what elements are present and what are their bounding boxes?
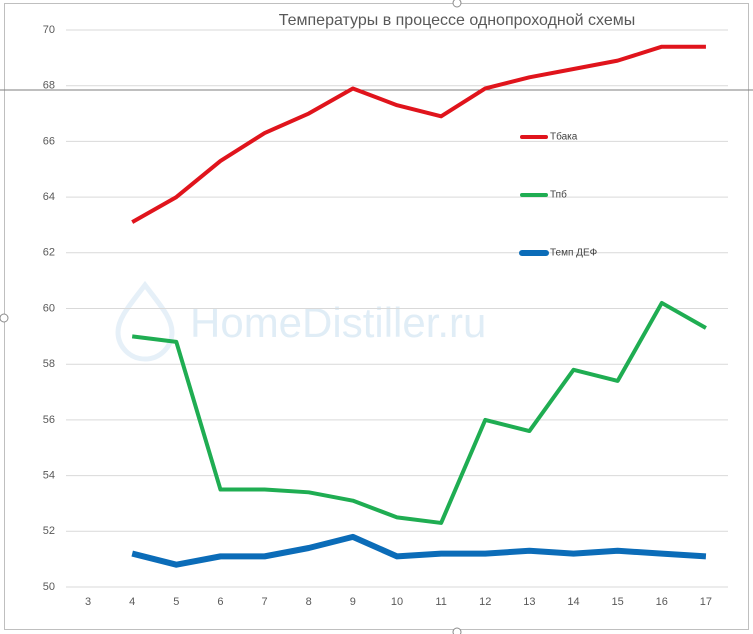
x-tick-label: 7 (262, 596, 268, 608)
x-tick-label: 10 (391, 596, 403, 608)
x-tick-label: 8 (306, 596, 312, 608)
x-tick-label: 3 (85, 596, 91, 608)
resize-handle[interactable] (0, 313, 9, 323)
series-line (131, 300, 707, 525)
series-line (131, 44, 706, 224)
y-tick-label: 58 (43, 358, 55, 370)
x-tick-label: 17 (700, 596, 712, 608)
chart-title: Температуры в процессе однопроходной схе… (279, 12, 636, 29)
y-tick-label: 64 (43, 191, 55, 203)
legend-label: Темп ДЕФ (550, 248, 598, 259)
y-tick-label: 70 (43, 24, 55, 36)
y-tick-label: 56 (43, 414, 55, 426)
x-tick-label: 9 (350, 596, 356, 608)
y-tick-label: 60 (43, 302, 55, 314)
watermark-icon (115, 280, 175, 362)
x-tick-label: 12 (479, 596, 491, 608)
y-tick-label: 50 (43, 581, 55, 593)
x-tick-label: 6 (217, 596, 223, 608)
resize-handle[interactable] (452, 627, 462, 634)
y-tick-label: 54 (43, 470, 55, 482)
x-tick-label: 11 (435, 596, 446, 608)
x-tick-label: 16 (656, 596, 668, 608)
y-tick-label: 62 (43, 247, 55, 259)
y-tick-label: 68 (43, 80, 55, 92)
watermark: HomeDistiller.ru (190, 299, 486, 346)
x-tick-label: 15 (612, 596, 624, 608)
y-tick-label: 66 (43, 135, 55, 147)
resize-handle[interactable] (452, 0, 462, 8)
legend-label: Тбака (550, 131, 578, 143)
x-tick-label: 14 (567, 596, 579, 608)
x-tick-label: 5 (173, 596, 179, 608)
y-tick-label: 52 (43, 525, 55, 537)
legend-label: Тпб (550, 189, 567, 201)
x-tick-label: 13 (523, 596, 535, 608)
series-line (131, 533, 707, 568)
chart-frame (4, 3, 749, 630)
x-tick-label: 4 (129, 596, 135, 608)
